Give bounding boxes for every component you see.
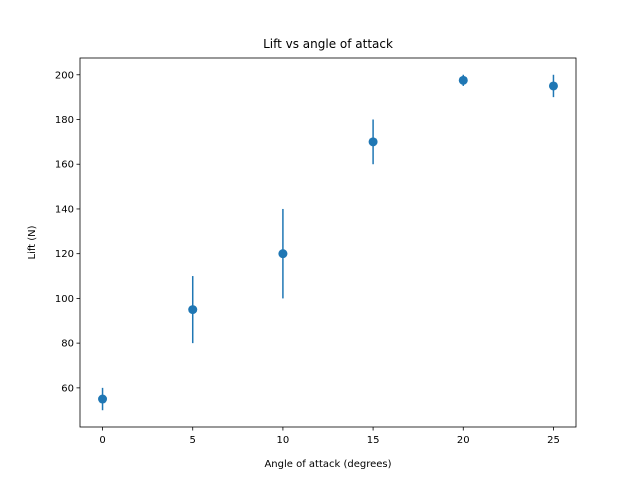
- data-point: [368, 137, 378, 147]
- y-ticks: 60 80 100 120 140 160 180 200: [55, 70, 80, 394]
- x-tick-label: 5: [190, 435, 196, 446]
- x-tick-label: 25: [547, 435, 560, 446]
- data-point: [278, 249, 288, 259]
- y-tick-label: 80: [61, 339, 74, 350]
- chart-title: Lift vs angle of attack: [263, 37, 393, 51]
- data-point: [188, 305, 198, 315]
- y-axis-label: Lift (N): [27, 225, 38, 259]
- x-tick-label: 10: [277, 435, 290, 446]
- data-point: [98, 394, 108, 404]
- x-tick-label: 0: [99, 435, 105, 446]
- y-tick-label: 100: [55, 294, 74, 305]
- y-tick-label: 120: [55, 249, 74, 260]
- data-point: [548, 81, 558, 91]
- x-axis-label: Angle of attack (degrees): [264, 459, 391, 470]
- data-points: [98, 75, 558, 404]
- error-bars: [101, 74, 555, 411]
- y-tick-label: 180: [55, 115, 74, 126]
- x-tick-label: 20: [457, 435, 470, 446]
- data-point: [458, 75, 468, 85]
- y-tick-label: 160: [55, 160, 74, 171]
- plot-frame: [79, 57, 577, 428]
- y-tick-label: 60: [61, 383, 74, 394]
- x-ticks: 0 5 10 15 20 25: [99, 427, 560, 446]
- y-tick-label: 200: [55, 70, 74, 81]
- y-tick-label: 140: [55, 204, 74, 215]
- x-tick-label: 15: [367, 435, 380, 446]
